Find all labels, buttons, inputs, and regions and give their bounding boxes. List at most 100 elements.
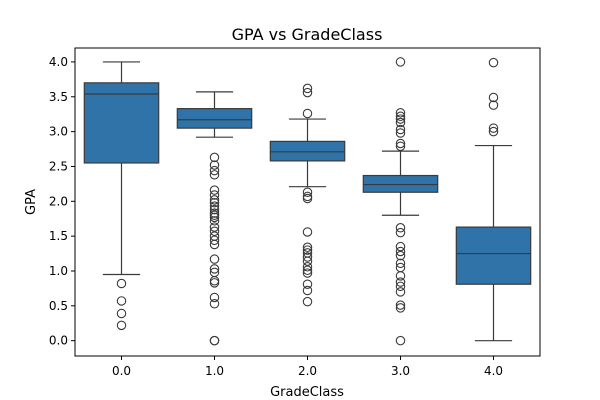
outlier-point (209, 165, 220, 176)
outlier-point (395, 223, 406, 233)
outlier-point (209, 264, 220, 274)
y-axis: 0.0 0.5 1.0 1.5 2.0 2.5 3.0 3.5 4.0 (49, 55, 75, 348)
outlier-point (209, 292, 220, 303)
outlier-point (209, 226, 220, 237)
outlier-point (302, 108, 313, 119)
outlier-point (209, 298, 220, 309)
outlier-point (209, 170, 220, 180)
outlier-point (209, 239, 220, 250)
iqr-box (176, 108, 253, 129)
outlier-point (488, 100, 499, 110)
outlier-point (209, 152, 220, 163)
outlier-point (395, 141, 406, 152)
y-tick-label: 3.5 (49, 90, 68, 104)
outlier-point (395, 281, 406, 292)
outlier-point (488, 126, 499, 137)
outlier-point (302, 262, 313, 272)
outlier-point (302, 83, 313, 94)
box-group (83, 61, 160, 331)
outlier-point (488, 123, 499, 133)
x-tick-label: 4.0 (484, 364, 503, 378)
x-tick-label: 2.0 (298, 364, 317, 378)
box-group (362, 57, 439, 346)
outlier-point (209, 204, 220, 215)
iqr-box (269, 140, 346, 162)
outlier-point (395, 250, 406, 261)
y-tick-label: 2.5 (49, 159, 68, 173)
outlier-point (395, 128, 406, 138)
outlier-point (395, 303, 406, 313)
iqr-box (455, 226, 532, 285)
outlier-point (209, 185, 220, 195)
outlier-point (209, 197, 220, 208)
outlier-point (209, 201, 220, 211)
outlier-point (302, 268, 313, 278)
outlier-point (116, 278, 127, 289)
chart-title: GPA vs GradeClass (232, 25, 383, 44)
outlier-point (395, 114, 406, 124)
y-tick-label: 1.0 (49, 264, 68, 278)
outlier-point (395, 246, 406, 257)
outlier-point (302, 187, 313, 197)
box-group (455, 57, 532, 342)
outlier-point (302, 227, 313, 237)
outlier-point (395, 287, 406, 297)
outlier-point (395, 117, 406, 128)
outlier-point (395, 124, 406, 135)
x-tick-label: 3.0 (391, 364, 410, 378)
outlier-point (209, 212, 220, 223)
outlier-point (302, 296, 313, 307)
y-tick-label: 3.0 (49, 125, 68, 139)
x-tick-label: 1.0 (205, 364, 224, 378)
outlier-point (302, 256, 313, 266)
outlier-point (209, 160, 220, 170)
iqr-box (83, 82, 160, 164)
outlier-point (395, 138, 406, 149)
outlier-point (302, 252, 313, 262)
outlier-point (209, 222, 220, 232)
outlier-point (209, 335, 220, 346)
outlier-point (209, 278, 220, 288)
outlier-point (209, 195, 220, 205)
outlier-point (395, 57, 406, 67)
outlier-point (302, 242, 313, 253)
outlier-point (209, 216, 220, 226)
outlier-point (209, 275, 220, 286)
box-group (176, 91, 253, 346)
outlier-point (395, 300, 406, 310)
y-tick-label: 0.0 (49, 334, 68, 348)
x-axis-label: GradeClass (270, 385, 344, 400)
y-tick-label: 0.5 (49, 299, 68, 313)
x-tick-label: 0.0 (112, 364, 131, 378)
outlier-point (395, 241, 406, 252)
outlier-point (302, 245, 313, 255)
outlier-point (302, 279, 313, 289)
y-axis-label: GPA (24, 189, 39, 215)
outlier-point (302, 285, 313, 296)
outlier-point (488, 57, 499, 68)
outlier-point (116, 320, 127, 331)
box-group (269, 83, 346, 307)
y-tick-label: 4.0 (49, 55, 68, 69)
outlier-point (395, 258, 406, 269)
outlier-point (395, 227, 406, 238)
outlier-point (209, 235, 220, 246)
outlier-point (395, 277, 406, 287)
outlier-point (302, 87, 313, 98)
outlier-point (488, 92, 499, 103)
outlier-point (395, 111, 406, 122)
plot-area (83, 57, 532, 346)
outlier-point (302, 193, 313, 204)
outlier-point (395, 335, 406, 346)
outlier-point (209, 190, 220, 200)
outlier-point (116, 296, 127, 306)
outlier-point (116, 308, 127, 319)
x-axis: 0.0 1.0 2.0 3.0 4.0 (112, 356, 503, 378)
y-tick-label: 2.0 (49, 194, 68, 208)
iqr-box (362, 174, 439, 193)
outlier-point (395, 108, 406, 118)
outlier-point (302, 265, 313, 276)
outlier-point (209, 254, 220, 264)
